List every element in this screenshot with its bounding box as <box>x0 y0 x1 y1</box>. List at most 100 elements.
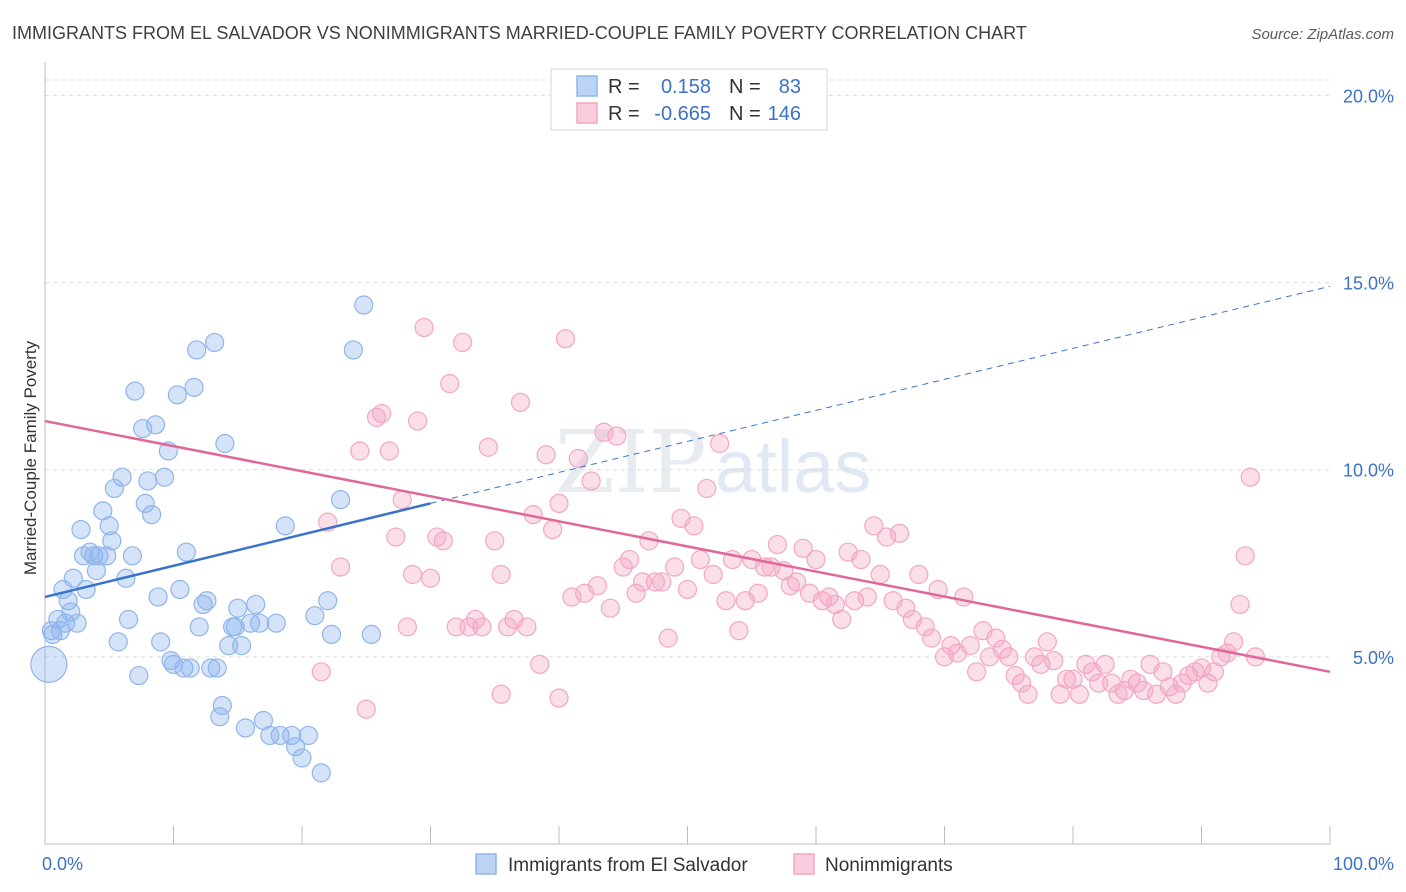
y-tick-labels: 5.0% 10.0% 15.0% 20.0% <box>1343 86 1394 667</box>
point-nonimmigrant-6 <box>372 403 392 424</box>
point-el-salvador-75 <box>305 606 325 626</box>
point-nonimmigrant-34 <box>549 493 569 513</box>
point-nonimmigrant-28 <box>510 392 531 412</box>
legend-series-swatch-0 <box>475 853 497 875</box>
point-el-salvador-34 <box>145 415 166 435</box>
point-el-salvador-48 <box>189 617 209 637</box>
point-el-salvador-47 <box>187 340 207 360</box>
point-el-salvador-51 <box>201 658 221 678</box>
chart-source: Source: ZipAtlas.com <box>1251 26 1394 43</box>
watermark-atlas: atlas <box>715 425 871 508</box>
trend-line-nonimmigrants <box>44 419 1331 674</box>
point-el-salvador-64 <box>246 594 266 615</box>
point-nonimmigrant-43 <box>607 426 627 446</box>
series-nonimmigrants <box>311 317 1266 719</box>
point-nonimmigrant-10 <box>397 617 417 637</box>
point-nonimmigrant-52 <box>665 557 685 577</box>
point-nonimmigrant-54 <box>677 579 698 600</box>
legend-n-label-0: N = <box>729 76 761 98</box>
point-el-salvador-44 <box>176 542 196 562</box>
point-nonimmigrant-26 <box>498 617 518 637</box>
point-nonimmigrant-5 <box>366 407 387 427</box>
legend-series-swatch-1 <box>793 853 815 875</box>
point-nonimmigrant-11 <box>402 564 423 585</box>
point-nonimmigrant-3 <box>350 441 370 461</box>
point-el-salvador-16 <box>86 561 107 581</box>
legend-r-value-0: 0.158 <box>661 76 711 98</box>
point-el-salvador-11 <box>71 519 91 540</box>
point-el-salvador-73 <box>292 748 312 768</box>
point-nonimmigrant-87 <box>889 523 910 543</box>
point-nonimmigrant-97 <box>954 587 974 607</box>
point-nonimmigrant-92 <box>922 628 942 648</box>
point-nonimmigrant-41 <box>594 422 614 442</box>
trend-line-el-salvador <box>44 502 431 599</box>
point-nonimmigrant-130 <box>1166 684 1186 704</box>
point-nonimmigrant-140 <box>1230 594 1250 615</box>
grid <box>45 79 1330 658</box>
trend-lines <box>44 285 1331 674</box>
point-nonimmigrant-33 <box>542 519 563 540</box>
point-nonimmigrant-12 <box>408 411 428 431</box>
point-el-salvador-68 <box>266 613 286 633</box>
legend-series-label-1: Nonimmigrants <box>825 855 953 876</box>
point-el-salvador-49 <box>193 594 213 615</box>
point-el-salvador-6 <box>55 613 76 633</box>
x-tick-label-1: 100.0% <box>1333 854 1394 874</box>
point-el-salvador-21 <box>102 531 122 551</box>
point-el-salvador-69 <box>270 725 290 746</box>
point-el-salvador-55 <box>212 695 232 716</box>
point-el-salvador-28 <box>125 381 145 401</box>
legend-n-value-1: 146 <box>768 103 801 125</box>
point-el-salvador-59 <box>225 617 245 637</box>
point-nonimmigrant-106 <box>1011 673 1032 693</box>
point-el-salvador-31 <box>135 493 155 513</box>
point-nonimmigrant-129 <box>1159 677 1179 697</box>
point-nonimmigrant-22 <box>472 617 492 637</box>
point-el-salvador-78 <box>321 624 342 645</box>
y-tick-label-0: 5.0% <box>1353 648 1394 668</box>
point-nonimmigrant-109 <box>1031 654 1051 674</box>
point-nonimmigrant-108 <box>1024 647 1045 667</box>
point-nonimmigrant-135 <box>1198 673 1218 693</box>
point-nonimmigrant-4 <box>356 699 376 719</box>
point-nonimmigrant-71 <box>787 572 807 592</box>
point-el-salvador-46 <box>184 377 204 397</box>
legend-r-label-0: R = <box>608 76 640 98</box>
point-nonimmigrant-131 <box>1172 673 1192 693</box>
point-nonimmigrant-56 <box>690 549 710 570</box>
point-el-salvador-77 <box>318 591 338 611</box>
point-el-salvador-65 <box>249 613 270 633</box>
point-nonimmigrant-60 <box>716 591 736 611</box>
point-nonimmigrant-23 <box>478 437 498 457</box>
point-el-salvador-81 <box>354 295 374 315</box>
point-el-salvador-76 <box>311 763 331 783</box>
point-el-salvador-54 <box>210 707 230 727</box>
point-nonimmigrant-21 <box>465 609 486 630</box>
point-nonimmigrant-78 <box>832 609 852 630</box>
point-nonimmigrant-57 <box>697 478 717 499</box>
point-nonimmigrant-55 <box>684 516 704 536</box>
point-nonimmigrant-82 <box>857 587 878 607</box>
watermark-zip: ZIP <box>555 413 707 513</box>
point-el-salvador-42 <box>170 579 190 600</box>
point-nonimmigrant-74 <box>806 549 826 570</box>
point-el-salvador-72 <box>285 737 306 757</box>
point-nonimmigrant-85 <box>877 527 897 547</box>
y-tick-label-2: 15.0% <box>1343 274 1394 294</box>
point-el-salvador-67 <box>260 725 280 746</box>
point-nonimmigrant-80 <box>844 591 865 611</box>
point-nonimmigrant-94 <box>934 647 955 667</box>
point-el-salvador-53 <box>207 658 227 678</box>
point-nonimmigrant-59 <box>710 433 730 454</box>
point-nonimmigrant-68 <box>767 534 788 555</box>
point-nonimmigrant-13 <box>414 317 434 338</box>
point-el-salvador-45 <box>180 658 200 678</box>
legend-series: Immigrants from El Salvador Nonimmigrant… <box>475 853 953 876</box>
point-el-salvador-79 <box>330 490 351 510</box>
point-nonimmigrant-45 <box>620 549 640 570</box>
point-nonimmigrant-9 <box>392 490 412 510</box>
legend-n-label-1: N = <box>729 103 761 125</box>
point-el-salvador-74 <box>298 725 319 746</box>
legend-stats: R = 0.158 N = 83 R = -0.665 N = 146 <box>550 68 828 131</box>
